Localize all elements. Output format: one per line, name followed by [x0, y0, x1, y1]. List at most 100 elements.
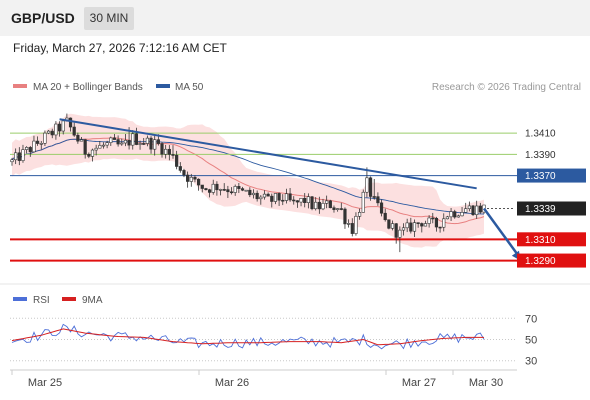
- candle: [229, 187, 234, 195]
- candle-body: [317, 201, 321, 210]
- candle: [76, 132, 80, 144]
- candle: [390, 220, 395, 231]
- candle-body: [292, 199, 296, 202]
- candle-body: [112, 137, 117, 140]
- candle-body: [10, 159, 14, 163]
- candle-body: [46, 130, 51, 134]
- ma20-legend-label: MA 20 + Bollinger Bands: [33, 82, 143, 93]
- candle: [467, 201, 471, 212]
- candle-body: [255, 192, 259, 200]
- candle: [28, 146, 32, 157]
- candle: [164, 144, 168, 159]
- candle: [17, 147, 21, 166]
- candle: [36, 136, 40, 146]
- candle: [120, 138, 124, 146]
- candle-body: [90, 149, 95, 157]
- candle-body: [160, 143, 164, 155]
- candle: [193, 175, 197, 183]
- candle-body: [17, 152, 21, 161]
- candle: [328, 199, 332, 209]
- candle: [204, 187, 208, 191]
- candle: [98, 140, 102, 149]
- candle-body: [240, 188, 245, 191]
- candle-body: [321, 203, 325, 210]
- candle: [445, 215, 450, 220]
- candle-body: [237, 186, 241, 189]
- candle-body: [189, 176, 193, 182]
- candle: [149, 136, 153, 154]
- candle-body: [218, 189, 223, 191]
- candle: [438, 226, 442, 233]
- candle-body: [87, 153, 91, 157]
- candle-body: [423, 223, 428, 227]
- candle-body: [259, 196, 263, 200]
- x-tick-label: Mar 30: [469, 377, 503, 389]
- candle: [25, 146, 29, 154]
- candle: [160, 141, 164, 158]
- price-legend: MA 20 + Bollinger Bands MA 50 Research ©…: [13, 82, 581, 93]
- candle-body: [167, 148, 171, 155]
- candle: [109, 136, 113, 146]
- candle-body: [182, 170, 186, 176]
- candle-body: [453, 211, 457, 218]
- candle-body: [72, 126, 76, 136]
- candle-body: [171, 154, 175, 156]
- candle: [226, 185, 230, 198]
- candle: [303, 193, 307, 208]
- candle-body: [244, 189, 248, 192]
- candle: [449, 207, 453, 222]
- rsi-indicator: 70 50 30: [10, 313, 537, 368]
- candle-body: [138, 143, 142, 145]
- candle: [368, 176, 373, 201]
- candle-body: [131, 133, 135, 146]
- candle-body: [193, 176, 197, 180]
- candle-body: [365, 177, 369, 193]
- candle: [259, 195, 263, 205]
- candle: [270, 193, 274, 208]
- candle: [325, 195, 329, 209]
- candle: [83, 138, 87, 159]
- candle-body: [442, 218, 446, 228]
- candle: [434, 216, 439, 232]
- candle-body: [368, 177, 373, 197]
- candle: [116, 135, 120, 147]
- candlesticks: [10, 113, 486, 253]
- candle-body: [303, 197, 307, 204]
- candle: [266, 192, 270, 197]
- candle: [306, 193, 310, 209]
- level-label-1.3390: 1.3390: [525, 150, 556, 161]
- timeframe-badge[interactable]: 30 MIN: [84, 7, 134, 30]
- candle-body: [295, 200, 299, 203]
- candle-body: [76, 134, 80, 142]
- candle: [14, 148, 18, 165]
- candle: [460, 206, 464, 217]
- candle-body: [471, 205, 475, 216]
- candle: [387, 219, 391, 230]
- rsi-line: [11, 323, 485, 350]
- descending-trendline: [59, 118, 477, 190]
- rsi-ma-legend-swatch: [62, 297, 76, 301]
- candle: [431, 212, 435, 224]
- candle: [244, 189, 248, 192]
- candle-body: [207, 189, 212, 193]
- candle: [142, 137, 146, 146]
- candle: [233, 184, 237, 196]
- ma50-legend-swatch: [156, 84, 170, 88]
- candle: [218, 188, 223, 196]
- candle: [314, 197, 318, 211]
- candle-body: [116, 139, 120, 145]
- candle: [167, 145, 171, 161]
- rsi-legend-swatch: [13, 297, 27, 301]
- candle: [138, 140, 142, 150]
- candle-body: [28, 147, 32, 153]
- candle-body: [204, 188, 208, 191]
- candle: [90, 148, 95, 162]
- candle-body: [156, 139, 160, 144]
- candle-body: [401, 227, 406, 231]
- candle: [54, 121, 58, 140]
- candle: [478, 202, 482, 214]
- candle-body: [211, 183, 215, 193]
- candle: [94, 144, 98, 156]
- candle-body: [57, 123, 62, 132]
- candle-body: [372, 196, 376, 198]
